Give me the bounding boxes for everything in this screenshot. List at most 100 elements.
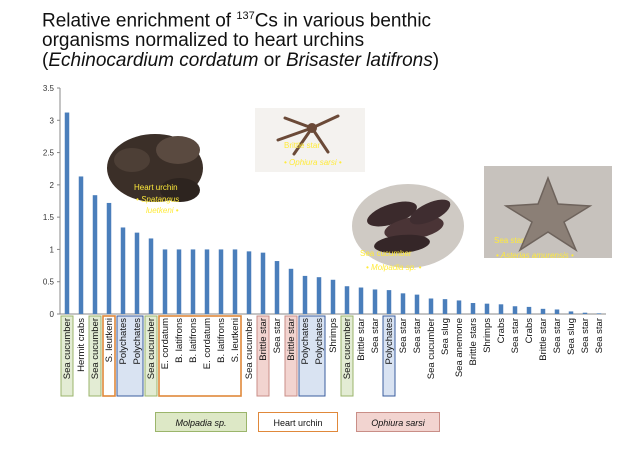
category-label: Shrimps (328, 318, 339, 353)
brittle-star-photo-species: • Ophiura sarsi • (284, 158, 342, 167)
y-tick-label: 2 (50, 181, 55, 190)
category-label: Shrimps (482, 318, 493, 353)
category-label: Sea slug (440, 318, 451, 355)
bar (162, 249, 168, 314)
highlight-box-polychaete (116, 315, 144, 397)
bar (176, 249, 182, 314)
category-label: B. latifrons (188, 318, 199, 363)
category-label: Sea cucumber (146, 318, 157, 379)
bar (148, 238, 154, 314)
sea-star-photo-label: Sea star (494, 236, 524, 245)
sea-cucumber-photo: Sea cucumber • Molpadia sp. • (352, 184, 464, 272)
highlight-box-polychaete (298, 315, 326, 397)
bar (120, 227, 126, 314)
category-label: S. leutkeni (230, 318, 241, 362)
bar (246, 251, 252, 314)
heart-urchin-photo-label: Heart urchin (134, 183, 178, 192)
bar (414, 294, 420, 314)
bar (218, 249, 224, 314)
y-tick-label: 1.5 (43, 213, 55, 222)
bar (92, 195, 98, 314)
category-label: E. cordatum (202, 318, 213, 369)
bar (442, 299, 448, 314)
category-label: B. latifrons (174, 318, 185, 363)
legend-heart-urchin: Heart urchin (258, 412, 338, 432)
category-label: Brittle star (258, 318, 269, 361)
category-label: Polychates (314, 318, 325, 365)
category-label: Sea slug (566, 318, 577, 355)
legend-molpadia: Molpadia sp. (155, 412, 247, 432)
legend-ophiura: Ophiura sarsi (356, 412, 440, 432)
category-label: Sea cucumber (342, 318, 353, 379)
category-label: B. latifrons (216, 318, 227, 363)
category-label: Polychates (132, 318, 143, 365)
category-label: Sea anemone (454, 318, 465, 377)
title-line-1: Relative enrichment of 137Cs in various … (42, 10, 432, 32)
category-labels: Sea cucumber Hermit crabs Sea cucumber S. l… (62, 318, 605, 380)
heart-urchin-photo-species: • Spatangus (136, 195, 179, 204)
bar (204, 249, 210, 314)
y-tick-label: 3 (50, 116, 55, 125)
category-label: Sea star (272, 318, 283, 353)
bar (568, 311, 574, 314)
bar (372, 289, 378, 314)
bar (288, 268, 294, 314)
category-label: Sea cucumber (90, 318, 101, 379)
bar (512, 306, 518, 314)
bar (330, 279, 336, 314)
highlight-box-molpadia (340, 315, 354, 397)
label-highlights (60, 315, 396, 397)
sea-cucumber-photo-label: Sea cucumber (360, 249, 412, 258)
bar (526, 306, 532, 314)
category-label: Brittle star (538, 318, 549, 361)
heart-urchin-photo-species-2: luetkeni • (146, 206, 179, 215)
title-line-2: organisms normalized to heart urchins (42, 30, 365, 52)
category-label: Polychates (300, 318, 311, 365)
bar (596, 313, 602, 314)
highlight-box-heart-urchin (102, 315, 116, 397)
title-line-3: (Echinocardium cordatum or Brisaster lat… (42, 50, 440, 72)
y-tick-label: 3.5 (43, 84, 55, 93)
bar (484, 303, 490, 314)
category-label: Sea cucumber (426, 318, 437, 379)
highlight-box-molpadia (88, 315, 102, 397)
bar (358, 287, 364, 314)
bar (456, 300, 462, 314)
brittle-star-photo-label: Brittle star (284, 141, 320, 150)
heart-urchin-photo: Heart urchin • Spatangus luetkeni • (107, 134, 203, 215)
category-label: Sea star (398, 318, 409, 353)
highlight-box-polychaete (382, 315, 396, 397)
bar (78, 176, 84, 314)
bar (106, 202, 112, 314)
highlight-box-molpadia (144, 315, 158, 397)
category-label: E. cordatum (160, 318, 171, 369)
bar (64, 112, 70, 314)
category-label: S. leutkeni (104, 318, 115, 362)
bar (316, 277, 322, 314)
category-label: Brittle stars (468, 318, 479, 366)
chart-title: Relative enrichment of 137Cs in various … (42, 6, 632, 71)
category-label: Polychates (384, 318, 395, 365)
category-label: Sea star (412, 318, 423, 353)
highlight-box-ophiura (284, 315, 298, 397)
y-tick-label: 1 (50, 245, 55, 254)
sea-star-photo-species: • Asterias amurensis • (496, 251, 574, 260)
bars (64, 112, 602, 314)
bar (540, 308, 546, 314)
category-label: Sea cucumber (62, 318, 73, 379)
category-label: Sea cucumber (244, 318, 255, 379)
bar (274, 261, 280, 314)
category-label: Sea star (580, 318, 591, 353)
sea-star-photo: Sea star • Asterias amurensis • (484, 166, 612, 260)
highlight-box-molpadia (60, 315, 74, 397)
category-label: Sea star (510, 318, 521, 353)
y-tick-label: 0.5 (43, 278, 55, 287)
sea-cucumber-photo-species: • Molpadia sp. • (366, 263, 422, 272)
bar (400, 293, 406, 314)
y-tick-label: 0 (50, 310, 55, 319)
category-label: Crabs (524, 318, 535, 344)
category-label: Brittle star (286, 318, 297, 361)
bar (582, 312, 588, 314)
bar (260, 252, 266, 314)
